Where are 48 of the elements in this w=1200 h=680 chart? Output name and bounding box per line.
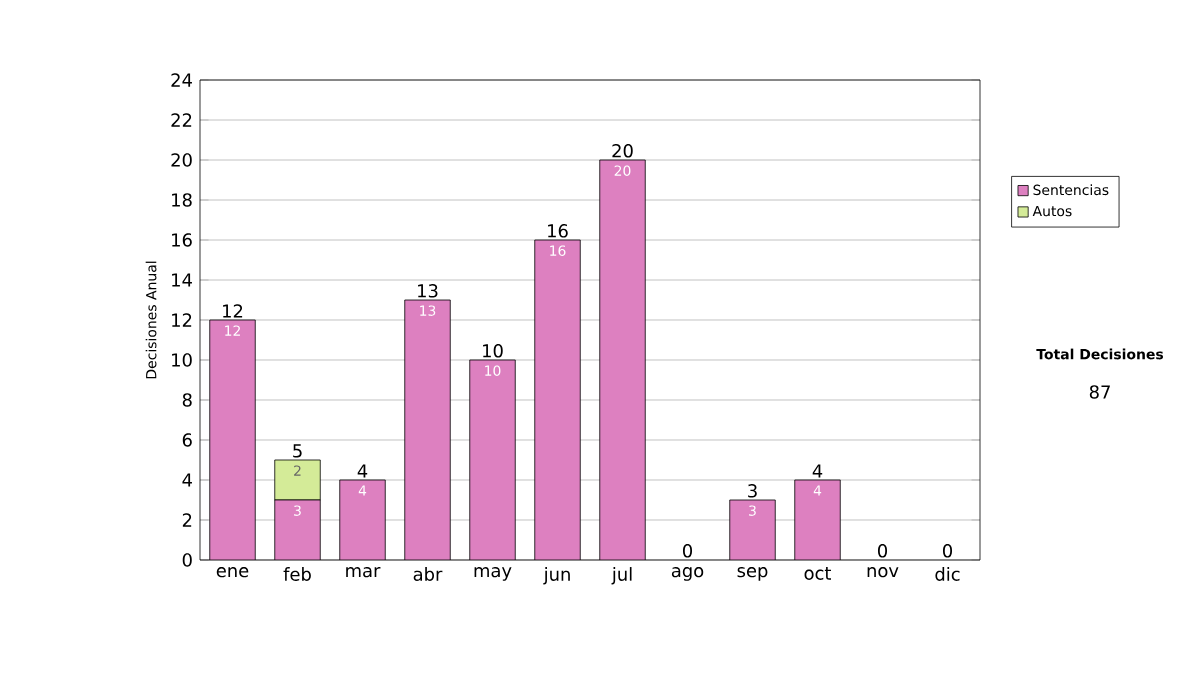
- total-label: 5: [293, 444, 302, 458]
- x-tick-label: jun: [543, 567, 570, 585]
- total-label: 16: [548, 224, 568, 238]
- x-tick-label: dic: [935, 567, 960, 581]
- y-tick-label: 14: [172, 273, 192, 287]
- y-tick-label: 18: [172, 193, 192, 207]
- y-tick-label: 12: [172, 313, 192, 327]
- total-label: 4: [357, 464, 368, 478]
- x-tick-label: feb: [283, 567, 311, 581]
- y-tick-label: 6: [182, 433, 192, 447]
- bar: [209, 319, 256, 560]
- y-tick-label: 24: [171, 73, 192, 87]
- bar: [794, 479, 841, 560]
- x-tick-label: sep: [737, 567, 768, 581]
- x-tick-label: ago: [671, 567, 704, 581]
- x-tick-label: abr: [413, 567, 443, 581]
- x-tick-label: nov: [867, 567, 899, 578]
- bar: [469, 359, 516, 560]
- y-tick-label: 20: [171, 153, 192, 167]
- total-label: 13: [418, 284, 438, 298]
- bar: [274, 459, 321, 501]
- total-label: 4: [812, 464, 823, 478]
- x-tick-label: ene: [216, 567, 249, 578]
- total-label: 10: [483, 344, 503, 358]
- x-tick-label: jul: [611, 567, 632, 585]
- x-tick-label: oct: [804, 567, 832, 580]
- y-tick-label: 4: [182, 473, 192, 487]
- bar: [339, 479, 386, 560]
- total-label: 20: [612, 144, 633, 158]
- text: 87: [1089, 385, 1110, 399]
- bar: [274, 499, 321, 560]
- y-tick-label: 22: [171, 113, 192, 127]
- y-tick-label: 2: [182, 513, 192, 527]
- total-label: 0: [877, 544, 888, 558]
- y-tick-label: 16: [172, 233, 192, 247]
- bar: [729, 499, 776, 560]
- bar: [404, 299, 451, 560]
- total-label: 0: [942, 544, 953, 558]
- bar: [599, 159, 646, 560]
- x-tick-label: may: [474, 567, 512, 581]
- x-tick-label: mar: [346, 567, 381, 578]
- total-label: 3: [748, 484, 757, 498]
- y-tick-label: 0: [182, 553, 192, 567]
- bar: [534, 239, 581, 560]
- total-label: 12: [223, 304, 243, 318]
- total-label: 0: [682, 544, 693, 558]
- y-tick-label: 10: [172, 353, 192, 367]
- y-tick-label: 8: [182, 393, 192, 407]
